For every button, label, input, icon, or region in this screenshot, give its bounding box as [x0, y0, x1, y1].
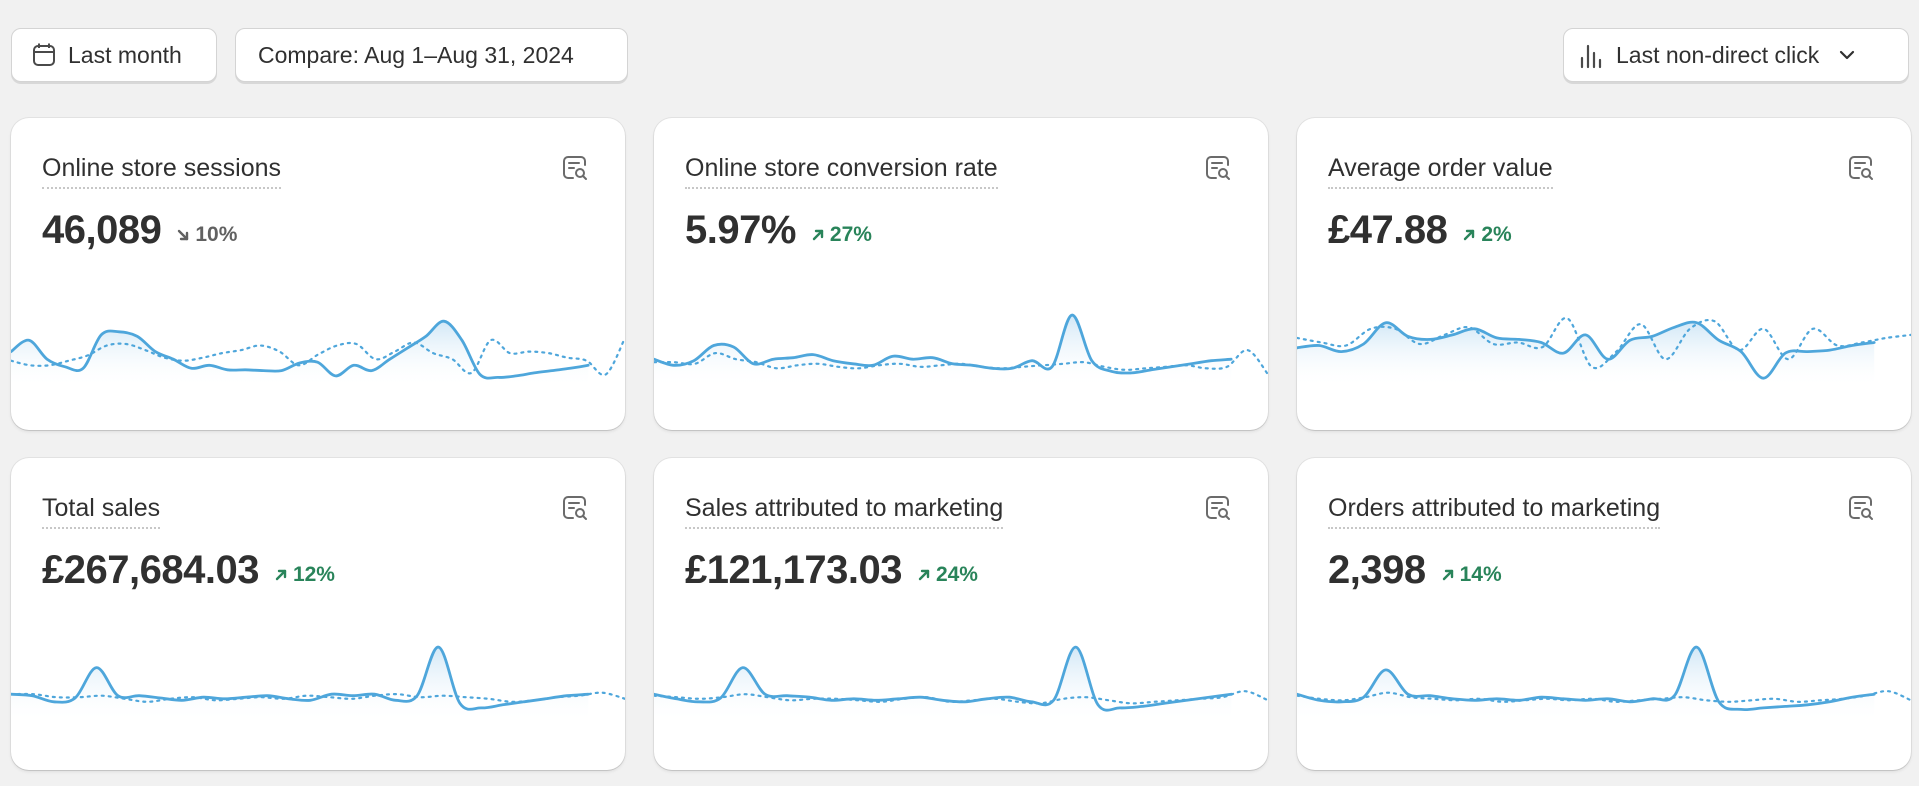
previous-period-line: [11, 336, 625, 377]
arrow-up-right-icon: [1461, 227, 1477, 243]
sparkline-chart: [1297, 317, 1911, 388]
current-period-area: [11, 321, 589, 388]
current-period-line: [11, 319, 590, 380]
sparkline-chart: [654, 313, 1268, 388]
date-range-label: Last month: [68, 41, 182, 68]
arrow-up-right-icon: [273, 567, 289, 583]
metric-title[interactable]: Online store sessions: [42, 154, 282, 189]
toolbar: Last month Compare: Aug 1–Aug 31, 2024 L…: [0, 0, 1919, 100]
current-period-area: [654, 315, 1232, 388]
explore-report-icon[interactable]: [1202, 152, 1234, 184]
metric-card[interactable]: Orders attributed to marketing 2,398 14%: [1297, 458, 1911, 770]
metric-card[interactable]: Sales attributed to marketing £121,173.03…: [654, 458, 1268, 770]
arrow-up-right-icon: [810, 227, 826, 243]
metric-value: £47.88: [1328, 208, 1448, 252]
current-period-line: [654, 313, 1233, 375]
explore-report-icon[interactable]: [559, 152, 591, 184]
metric-change-value: 24%: [935, 563, 978, 586]
previous-period-line: [1297, 690, 1911, 703]
metric-value: 2,398: [1328, 548, 1426, 592]
arrow-down-right-icon: [175, 227, 191, 243]
compare-button[interactable]: Compare: Aug 1–Aug 31, 2024: [235, 28, 628, 82]
current-period-line: [1297, 645, 1876, 712]
calendar-icon: [30, 41, 58, 69]
metric-title[interactable]: Average order value: [1328, 154, 1553, 189]
current-period-line: [1297, 320, 1876, 380]
metric-title[interactable]: Total sales: [42, 494, 161, 529]
metric-value: £121,173.03: [685, 548, 902, 592]
metric-value: 46,089: [42, 208, 162, 252]
explore-report-icon[interactable]: [1845, 492, 1877, 524]
metric-card[interactable]: Average order value £47.88 2%: [1297, 118, 1911, 430]
metric-card[interactable]: Total sales £267,684.03 12%: [11, 458, 625, 770]
metric-value: 5.97%: [685, 208, 796, 252]
sparkline-chart: [11, 319, 625, 388]
metric-value-row: £267,684.03 12%: [42, 548, 335, 593]
metric-title[interactable]: Online store conversion rate: [685, 154, 998, 189]
metric-value-row: £121,173.03 24%: [685, 548, 978, 593]
explore-report-icon[interactable]: [1845, 152, 1877, 184]
metric-change-value: 2%: [1481, 223, 1512, 246]
metric-title[interactable]: Orders attributed to marketing: [1328, 494, 1661, 529]
metric-change: 12%: [273, 563, 335, 587]
current-period-area: [11, 647, 589, 723]
compare-label: Compare: Aug 1–Aug 31, 2024: [258, 41, 574, 68]
metric-change: 27%: [810, 223, 872, 247]
attribution-model-button[interactable]: Last non-direct click: [1563, 28, 1909, 82]
metric-change-value: 10%: [195, 223, 238, 246]
bar-chart-icon: [1578, 41, 1606, 69]
metric-value-row: 2,398 14%: [1328, 548, 1502, 593]
metric-change-value: 14%: [1459, 563, 1502, 586]
metric-change-value: 12%: [292, 563, 335, 586]
arrow-up-right-icon: [916, 567, 932, 583]
metric-value-row: £47.88 2%: [1328, 208, 1512, 253]
metric-change: 10%: [175, 223, 237, 247]
metric-title[interactable]: Sales attributed to marketing: [685, 494, 1004, 529]
current-period-line: [654, 645, 1233, 712]
metric-value-row: 5.97% 27%: [685, 208, 872, 253]
explore-report-icon[interactable]: [1202, 492, 1234, 524]
current-period-area: [1297, 647, 1875, 723]
metric-card[interactable]: Online store sessions 46,089 10%: [11, 118, 625, 430]
arrow-up-right-icon: [1440, 567, 1456, 583]
metric-change: 2%: [1461, 223, 1512, 247]
metric-change-value: 27%: [829, 223, 872, 246]
metric-value: £267,684.03: [42, 548, 259, 592]
metric-value-row: 46,089 10%: [42, 208, 237, 253]
metric-change: 14%: [1440, 563, 1502, 587]
date-range-button[interactable]: Last month: [11, 28, 217, 82]
attribution-model-label: Last non-direct click: [1616, 41, 1820, 68]
current-period-line: [11, 645, 590, 711]
previous-period-line: [11, 691, 625, 703]
sparkline-chart: [654, 645, 1268, 723]
metric-change: 24%: [916, 563, 978, 587]
chevron-down-icon: [1835, 43, 1859, 67]
sparkline-chart: [1297, 645, 1911, 723]
sparkline-chart: [11, 645, 625, 723]
current-period-area: [1297, 322, 1875, 388]
current-period-area: [654, 647, 1232, 723]
explore-report-icon[interactable]: [559, 492, 591, 524]
metric-card[interactable]: Online store conversion rate 5.97% 27%: [654, 118, 1268, 430]
